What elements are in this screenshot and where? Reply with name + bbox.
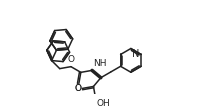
Text: O: O — [75, 84, 81, 94]
Text: N: N — [132, 49, 140, 59]
Text: OH: OH — [96, 99, 110, 107]
Text: NH: NH — [93, 59, 106, 68]
Text: O: O — [68, 55, 75, 64]
Text: O: O — [74, 84, 81, 93]
